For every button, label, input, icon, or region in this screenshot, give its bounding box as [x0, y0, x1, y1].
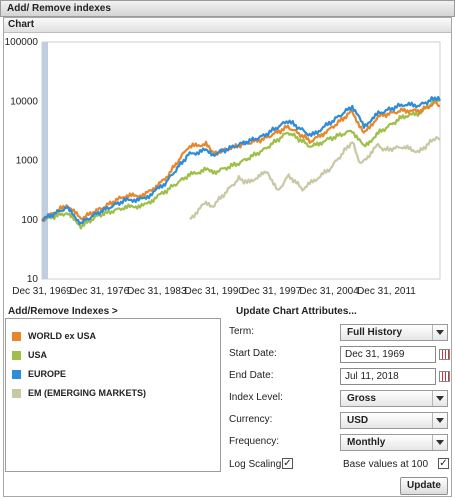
- index-level-label: Index Level:: [229, 392, 283, 403]
- y-tick-label: 1000: [16, 156, 39, 167]
- frequency-label: Frequency:: [229, 436, 280, 447]
- x-tick-label: Dec 31, 1969: [12, 286, 72, 297]
- y-tick-label: 10000: [10, 96, 38, 107]
- legend-label-usa: USA: [28, 350, 48, 360]
- y-tick-label: 10: [27, 274, 39, 285]
- legend-label-em: EM (EMERGING MARKETS): [28, 388, 146, 398]
- legend-swatch-em: [12, 388, 21, 398]
- term-select[interactable]: Full History: [340, 324, 448, 341]
- x-tick-label: Dec 31, 1983: [127, 286, 187, 297]
- x-tick-label: Dec 31, 1976: [70, 286, 130, 297]
- chevron-down-icon[interactable]: [432, 435, 447, 450]
- currency-value: USD: [347, 415, 369, 426]
- legend-label-europe: EUROPE: [28, 369, 67, 379]
- chart-title-bar: Chart: [4, 18, 451, 33]
- currency-select[interactable]: USD: [340, 412, 448, 429]
- x-tick-label: Dec 31, 2004: [299, 286, 359, 297]
- legend-box: WORLD ex USA USA EUROPE EM (EMERGING MAR…: [5, 318, 221, 472]
- calendar-icon[interactable]: [439, 371, 450, 382]
- log-scaling-label: Log Scaling: [229, 459, 282, 470]
- y-tick-label: 100: [21, 215, 38, 226]
- legend-item-europe[interactable]: EUROPE: [12, 368, 66, 380]
- legend-swatch-world-ex-usa: [12, 331, 21, 341]
- base-values-label: Base values at 100: [343, 459, 429, 470]
- frequency-value: Monthly: [347, 437, 386, 448]
- calendar-icon[interactable]: [439, 349, 450, 360]
- header-title: Add/ Remove indexes: [7, 3, 111, 14]
- end-date-input[interactable]: Jul 11, 2018: [340, 368, 436, 385]
- legend-item-usa[interactable]: USA: [12, 349, 47, 361]
- frequency-select[interactable]: Monthly: [340, 434, 448, 451]
- start-date-input[interactable]: Dec 31, 1969: [340, 346, 436, 363]
- series-line-usa: [41, 98, 441, 230]
- chart-panel-title: Chart: [8, 19, 35, 30]
- x-tick-label: Dec 31, 1990: [184, 286, 244, 297]
- index-level-select[interactable]: Gross: [340, 390, 448, 407]
- attributes-title: Update Chart Attributes...: [236, 306, 357, 317]
- legend-label-world-ex-usa: WORLD ex USA: [28, 331, 97, 341]
- chevron-down-icon[interactable]: [432, 391, 447, 406]
- base-period-bar: [42, 42, 48, 279]
- chevron-down-icon[interactable]: [432, 413, 447, 428]
- x-tick-label: Dec 31, 1997: [242, 286, 302, 297]
- y-tick-label: 100000: [5, 37, 39, 48]
- legend-swatch-europe: [12, 369, 21, 379]
- legend-title[interactable]: Add/Remove Indexes >: [8, 306, 118, 317]
- legend-swatch-usa: [12, 350, 21, 360]
- chevron-down-icon[interactable]: [432, 325, 447, 340]
- term-select-value: Full History: [347, 327, 403, 338]
- term-label: Term:: [229, 326, 254, 337]
- index-level-value: Gross: [347, 393, 376, 404]
- legend-item-em[interactable]: EM (EMERGING MARKETS): [12, 387, 146, 399]
- series-line-world-ex-usa: [41, 100, 441, 222]
- currency-label: Currency:: [229, 414, 273, 425]
- start-date-label: Start Date:: [229, 348, 277, 359]
- update-button[interactable]: Update: [400, 477, 448, 495]
- base-values-checkbox[interactable]: ✓: [438, 458, 449, 469]
- x-tick-label: Dec 31, 2011: [357, 286, 416, 297]
- series-line-europe: [41, 95, 441, 226]
- legend-item-world-ex-usa[interactable]: WORLD ex USA: [12, 330, 96, 342]
- log-scaling-checkbox[interactable]: ✓: [282, 458, 293, 469]
- end-date-label: End Date:: [229, 370, 274, 381]
- series-line-em-emerging-markets: [189, 136, 441, 220]
